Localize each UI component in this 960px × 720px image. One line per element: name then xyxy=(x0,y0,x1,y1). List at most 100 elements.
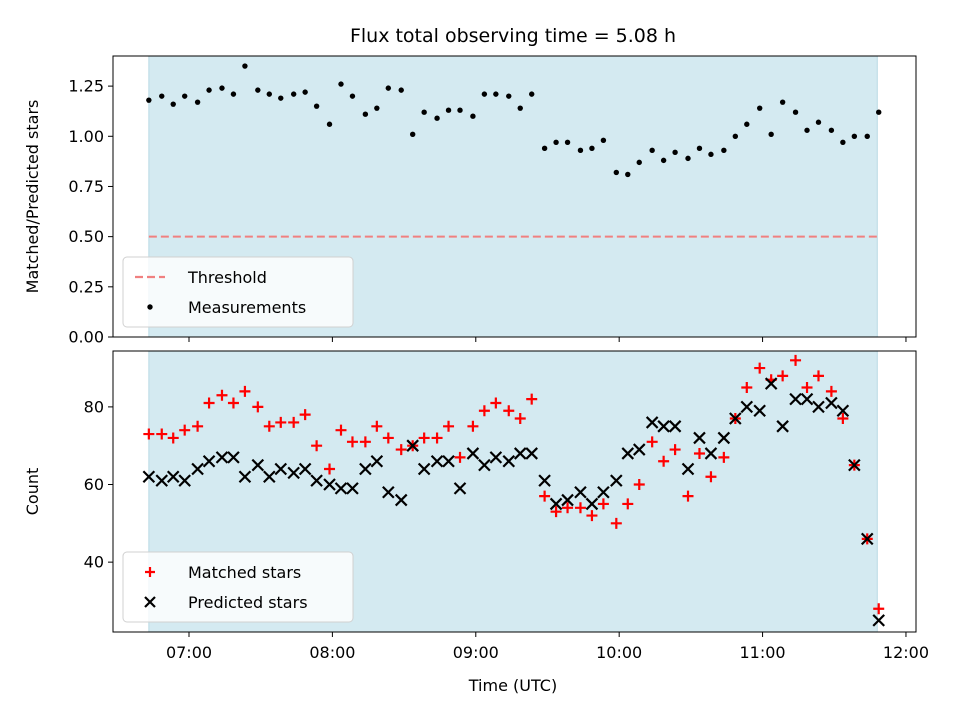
data-point xyxy=(513,447,527,460)
data-point xyxy=(251,458,265,472)
data-point xyxy=(442,454,455,468)
data-point xyxy=(203,397,215,409)
data-point xyxy=(633,479,645,491)
data-point xyxy=(708,151,714,158)
data-point xyxy=(848,458,861,472)
data-point xyxy=(538,474,551,487)
data-point xyxy=(349,93,356,99)
data-point xyxy=(526,393,538,405)
data-point xyxy=(489,451,503,464)
data-point xyxy=(359,436,371,448)
data-point xyxy=(741,381,753,393)
data-point xyxy=(840,139,846,146)
data-point xyxy=(371,420,383,432)
legend-marker xyxy=(147,304,153,310)
data-point xyxy=(600,137,607,143)
data-point xyxy=(434,115,440,121)
data-point xyxy=(467,420,479,432)
data-point xyxy=(409,131,416,137)
data-point xyxy=(577,147,584,154)
data-point xyxy=(142,470,156,484)
data-point xyxy=(159,93,165,99)
data-point xyxy=(828,127,835,133)
data-point xyxy=(478,458,491,472)
data-point xyxy=(470,113,476,119)
data-point xyxy=(227,451,240,464)
data-point xyxy=(685,155,691,162)
y-tick-label: 40 xyxy=(84,553,104,572)
data-point xyxy=(287,466,300,480)
x-tick-label: 12:00 xyxy=(883,643,929,662)
data-point xyxy=(481,91,488,97)
data-point xyxy=(851,133,858,139)
data-point xyxy=(263,470,276,484)
data-point xyxy=(178,474,191,487)
data-point xyxy=(553,139,559,146)
plot-frame xyxy=(112,55,917,338)
data-point xyxy=(585,497,599,511)
data-point xyxy=(490,397,502,409)
y-tick-label: 1.25 xyxy=(68,77,104,96)
data-point xyxy=(453,482,467,495)
data-point xyxy=(406,439,419,452)
x-tick-label: 08:00 xyxy=(309,643,355,662)
data-point xyxy=(192,420,204,432)
data-point xyxy=(242,63,248,69)
panel-ratio: 0.00 0.25 0.50 0.75 1.00 1.25 Matched/Predicte… xyxy=(23,55,917,347)
data-point xyxy=(181,93,188,99)
data-point xyxy=(872,614,885,627)
data-point xyxy=(574,485,587,499)
data-point xyxy=(610,474,623,487)
data-point xyxy=(398,87,404,93)
data-point xyxy=(704,447,718,460)
data-point xyxy=(227,397,239,409)
data-point xyxy=(550,506,562,518)
data-point xyxy=(740,400,754,414)
data-point xyxy=(156,428,168,440)
data-point xyxy=(493,91,499,97)
x-tick-label: 11:00 xyxy=(740,643,786,662)
x-tick-label: 10:00 xyxy=(596,643,642,662)
data-point xyxy=(669,444,681,456)
data-point xyxy=(549,497,563,511)
data-point xyxy=(166,470,180,484)
data-point xyxy=(478,405,490,417)
data-point xyxy=(812,370,824,382)
data-point xyxy=(206,87,212,93)
data-point xyxy=(597,485,610,499)
y-tick-label: 0.25 xyxy=(68,277,104,296)
data-point xyxy=(804,127,810,133)
data-point xyxy=(649,147,655,154)
data-point xyxy=(864,133,870,139)
data-point xyxy=(789,392,802,406)
legend-marker xyxy=(145,567,155,577)
data-point xyxy=(622,498,634,510)
data-point xyxy=(800,392,814,406)
data-point xyxy=(873,603,885,615)
data-point xyxy=(263,420,275,432)
data-point xyxy=(239,385,251,397)
x-axis-label: Time (UTC) xyxy=(468,676,557,695)
data-point xyxy=(597,498,609,510)
data-point xyxy=(790,354,802,366)
data-point xyxy=(155,474,169,487)
data-point xyxy=(170,101,176,107)
series-predicted-stars xyxy=(142,377,885,627)
data-point xyxy=(564,139,571,146)
data-point xyxy=(668,420,682,433)
chart-title: Flux total observing time = 5.08 h xyxy=(350,25,676,47)
data-point xyxy=(645,416,659,429)
data-point xyxy=(514,413,526,425)
y-tick-label: 0.50 xyxy=(68,227,104,246)
data-point xyxy=(860,532,874,546)
data-point xyxy=(290,91,297,97)
data-point xyxy=(812,400,825,414)
data-point xyxy=(338,81,344,87)
data-point xyxy=(732,133,739,139)
y-tick-label: 0.75 xyxy=(68,177,104,196)
data-point xyxy=(801,381,813,393)
data-point xyxy=(779,99,786,105)
data-point xyxy=(202,454,216,468)
data-point xyxy=(359,462,372,476)
data-point xyxy=(311,440,323,452)
